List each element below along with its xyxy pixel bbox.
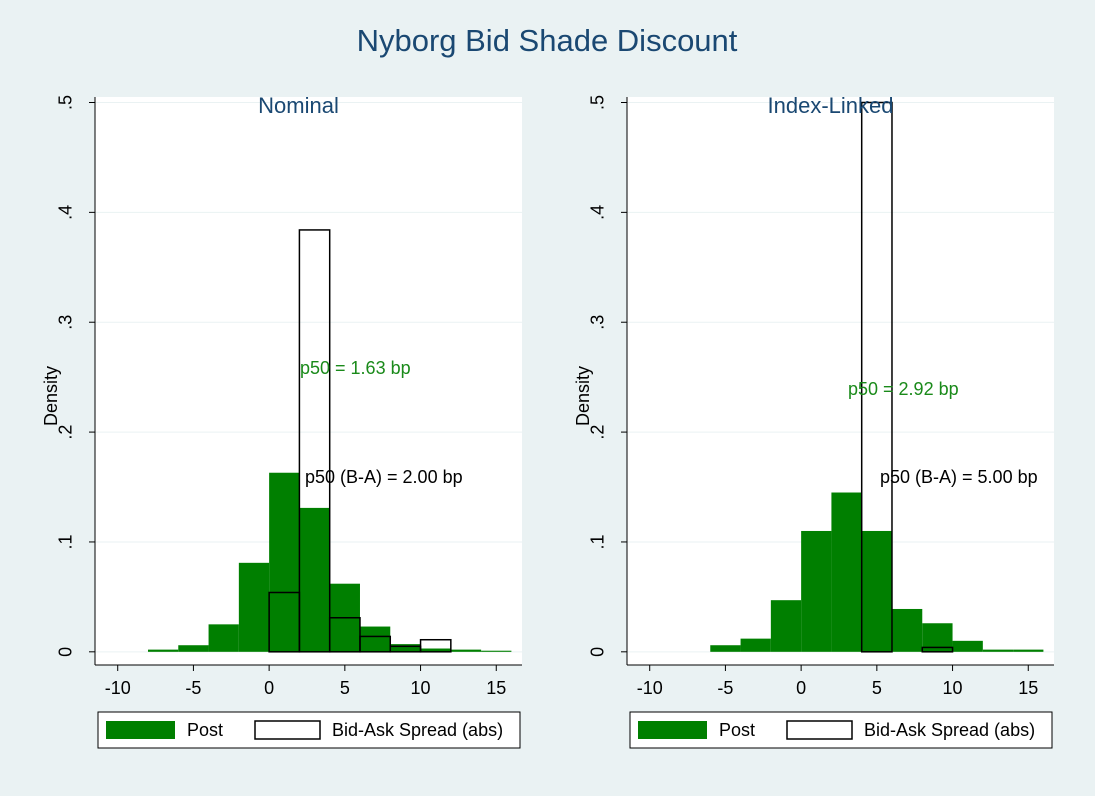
legend-swatch [106, 721, 175, 739]
x-tick-label: -5 [185, 678, 201, 698]
histogram-bar [740, 638, 771, 652]
chart-title: Nyborg Bid Shade Discount [357, 23, 738, 58]
histogram-bar [147, 649, 179, 652]
y-tick-label: .5 [588, 95, 608, 110]
panel-title: Index-Linked [768, 93, 894, 118]
histogram-bar [359, 626, 391, 652]
histogram-bar [982, 649, 1014, 652]
legend-swatch [254, 720, 321, 740]
y-tick-label: .2 [588, 425, 608, 440]
legend-label: Bid-Ask Spread (abs) [864, 720, 1035, 740]
annotation: p50 = 1.63 bp [300, 358, 411, 378]
x-tick-label: 10 [943, 678, 963, 698]
x-tick-label: 0 [264, 678, 274, 698]
y-tick-label: .4 [588, 205, 608, 220]
x-tick-label: 0 [796, 678, 806, 698]
y-tick-label: .2 [56, 425, 76, 440]
x-tick-label: 15 [486, 678, 506, 698]
x-tick-label: -10 [105, 678, 131, 698]
y-tick-label: .4 [56, 205, 76, 220]
histogram-bar [891, 608, 923, 652]
x-tick-label: 5 [340, 678, 350, 698]
histogram-bar [450, 649, 482, 652]
y-tick-label: 0 [588, 647, 608, 657]
x-tick-label: 10 [411, 678, 431, 698]
histogram-bar [178, 645, 209, 652]
y-tick-label: .3 [588, 315, 608, 330]
x-tick-label: 15 [1018, 678, 1038, 698]
histogram-bar [831, 492, 862, 652]
histogram-bar [861, 530, 892, 652]
histogram-bar [481, 650, 512, 652]
y-axis-title: Density [573, 366, 593, 426]
legend-swatch [638, 721, 707, 739]
legend-swatch [786, 720, 853, 740]
histogram-bar [208, 624, 239, 652]
histogram-bar [860, 101, 893, 653]
histogram-bar [298, 229, 331, 653]
y-tick-label: .3 [56, 315, 76, 330]
y-axis-title: Density [41, 366, 61, 426]
annotation: p50 (B-A) = 5.00 bp [880, 467, 1038, 487]
x-tick-label: -5 [717, 678, 733, 698]
histogram-bar [710, 645, 741, 652]
x-tick-label: 5 [872, 678, 882, 698]
panel-title: Nominal [258, 93, 339, 118]
y-tick-label: .5 [56, 95, 76, 110]
annotation: p50 (B-A) = 2.00 bp [305, 467, 463, 487]
histogram-bar [801, 530, 832, 652]
y-tick-label: .1 [56, 534, 76, 549]
histogram-bar [359, 635, 392, 653]
histogram-bar [420, 648, 451, 652]
legend-label: Post [187, 720, 223, 740]
histogram-bar [921, 646, 954, 653]
x-tick-label: -10 [637, 678, 663, 698]
histogram-bar [952, 640, 983, 652]
legend-label: Post [719, 720, 755, 740]
legend-label: Bid-Ask Spread (abs) [332, 720, 503, 740]
histogram-bar [299, 507, 330, 652]
histogram-bar [238, 562, 270, 652]
y-tick-label: 0 [56, 647, 76, 657]
histogram-bar [269, 472, 300, 652]
histogram-bar [1013, 649, 1044, 652]
histogram-bar [390, 644, 421, 652]
y-tick-label: .1 [588, 534, 608, 549]
histogram-bar [419, 638, 452, 653]
annotation: p50 = 2.92 bp [848, 379, 959, 399]
histogram-bar [328, 617, 361, 653]
histogram-bar [770, 600, 802, 652]
